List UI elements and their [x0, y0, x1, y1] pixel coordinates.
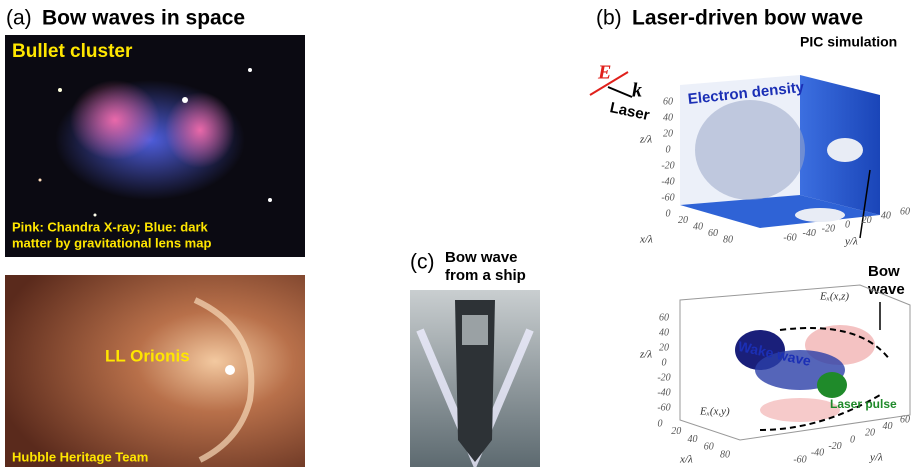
z-axis-label: z/λ	[639, 349, 652, 361]
field-label: E	[597, 62, 611, 84]
y-tick-label: 40	[883, 421, 893, 432]
y-tick-label: 0	[850, 434, 855, 445]
panel-title: from a ship	[445, 267, 526, 284]
figure: (a) Bow waves in space Bullet cluster Pi…	[0, 0, 918, 467]
laser-label: Laser	[608, 99, 651, 124]
z-tick-label: -20	[657, 372, 670, 383]
x-tick-label: 80	[720, 449, 730, 460]
z-tick-label: 0	[666, 144, 671, 155]
panel-label: (c)	[410, 251, 435, 274]
wave-label: k	[632, 80, 642, 102]
panel-subtitle: PIC simulation	[800, 34, 897, 50]
panel-title: Laser-driven bow wave	[632, 7, 863, 30]
x-tick-label: 80	[723, 234, 733, 245]
y-axis-label: y/λ	[844, 236, 858, 248]
x-tick-label: 60	[704, 442, 714, 453]
wave-arrow	[608, 87, 632, 97]
panel-label: (a)	[6, 7, 32, 30]
x-tick-label: 60	[708, 228, 718, 239]
field-label: Eₓ(x,y)	[699, 406, 730, 418]
y-axis-label: y/λ	[869, 452, 883, 464]
z-tick-label: 60	[659, 312, 669, 323]
z-tick-label: 60	[663, 96, 673, 107]
y-tick-label: 60	[900, 414, 910, 425]
z-tick-label: -40	[657, 387, 670, 398]
panel-label: (b)	[596, 7, 622, 30]
y-tick-label: 0	[845, 219, 850, 230]
annotation: Bow	[868, 263, 900, 280]
panel-title: Bow wave	[445, 249, 518, 266]
z-axis-label: z/λ	[639, 134, 652, 146]
y-tick-label: -20	[828, 441, 841, 452]
image-title: Bullet cluster	[12, 41, 133, 62]
x-axis-label: x/λ	[679, 454, 693, 466]
y-tick-label: 20	[865, 428, 875, 439]
y-tick-label: -60	[793, 454, 806, 465]
y-tick-label: 40	[881, 211, 891, 222]
y-tick-label: 60	[900, 206, 910, 217]
image-credit: Hubble Heritage Team	[12, 449, 148, 464]
y-tick-label: -40	[802, 228, 815, 239]
z-tick-label: 40	[663, 112, 673, 123]
y-tick-label: -20	[822, 224, 835, 235]
z-tick-label: -20	[661, 160, 674, 171]
z-tick-label: 40	[659, 327, 669, 338]
ship-image	[410, 290, 540, 467]
x-tick-label: 0	[658, 418, 663, 429]
x-tick-label: 20	[678, 215, 688, 226]
image-title: LL Orionis	[105, 346, 190, 365]
image-caption: matter by gravitational lens map	[12, 235, 211, 250]
z-tick-label: 20	[659, 342, 669, 353]
x-axis-label: x/λ	[639, 234, 653, 246]
z-tick-label: -60	[657, 402, 670, 413]
x-tick-label: 0	[666, 208, 671, 219]
field-label: Eₓ(x,z)	[819, 291, 849, 303]
y-tick-label: -40	[811, 448, 824, 459]
x-tick-label: 20	[671, 426, 681, 437]
image-caption: Pink: Chandra X-ray; Blue: dark	[12, 219, 209, 234]
z-tick-label: -60	[661, 192, 674, 203]
pulse-label: Laser pulse	[830, 397, 897, 411]
x-tick-label: 40	[693, 221, 703, 232]
y-tick-label: -60	[783, 232, 796, 243]
z-tick-label: -40	[661, 176, 674, 187]
y-tick-label: 20	[862, 215, 872, 226]
ll-orionis-image	[5, 275, 305, 467]
z-tick-label: 0	[662, 357, 667, 368]
z-tick-label: 20	[663, 128, 673, 139]
x-tick-label: 40	[688, 434, 698, 445]
panel-title: Bow waves in space	[42, 7, 245, 30]
